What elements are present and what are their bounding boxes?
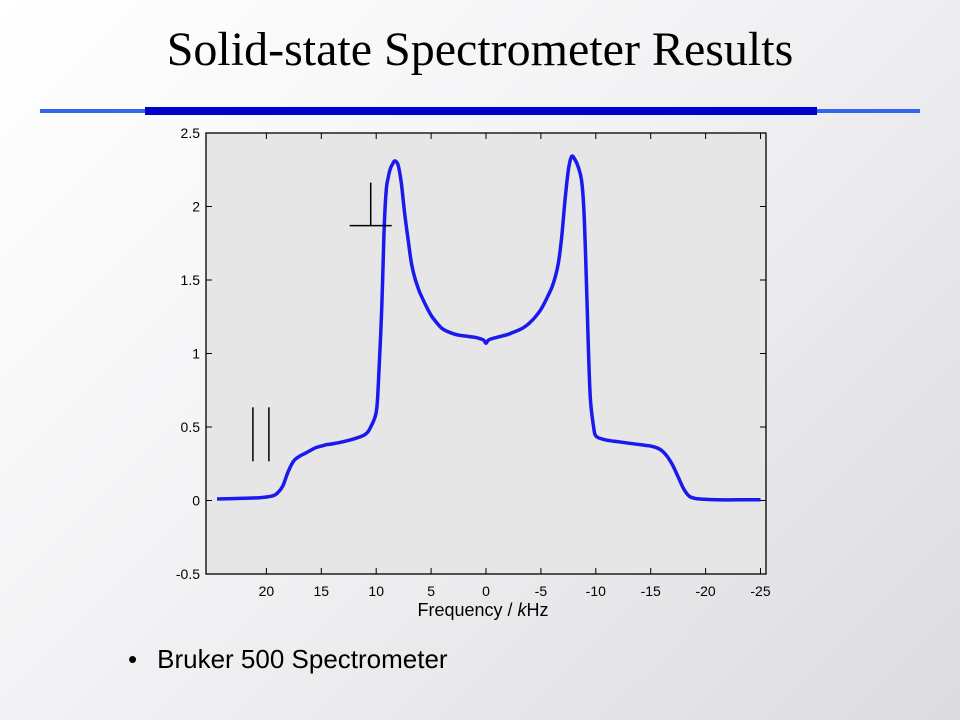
y-tick-label: 2.5 [181, 125, 201, 141]
y-tick-label: 1.5 [181, 272, 201, 288]
y-tick-label: 0 [192, 493, 200, 509]
x-tick-label: 20 [259, 583, 275, 599]
x-axis-label: Frequency / kHz [417, 600, 548, 620]
y-tick-label: -0.5 [176, 566, 200, 582]
x-tick-label: 0 [482, 583, 490, 599]
annotations [252, 182, 392, 462]
bullet-item: Bruker 500 Spectrometer [128, 644, 447, 675]
x-tick-label: 15 [314, 583, 330, 599]
slide-title: Solid-state Spectrometer Results [166, 23, 794, 76]
title-underline-thick [145, 107, 817, 115]
x-tick-label: -20 [695, 583, 715, 599]
x-tick-label: -25 [750, 583, 770, 599]
bullet-list: Bruker 500 Spectrometer [128, 644, 447, 675]
x-tick-label: -5 [535, 583, 548, 599]
plot-area-frame [205, 132, 767, 575]
y-tick-label: 1 [192, 346, 200, 362]
x-tick-label: -10 [586, 583, 606, 599]
y-tick-label: 0.5 [181, 419, 201, 435]
plot-area-background [206, 133, 766, 574]
x-tick-label: 5 [427, 583, 435, 599]
x-tick-label: 10 [368, 583, 384, 599]
x-axis-ticks: 20 15 10 5 0 -5 -10 -15 -20 -25 [259, 133, 771, 599]
x-tick-label: -15 [641, 583, 661, 599]
y-tick-label: 2 [192, 199, 200, 215]
spectrum-series-line [216, 154, 761, 502]
